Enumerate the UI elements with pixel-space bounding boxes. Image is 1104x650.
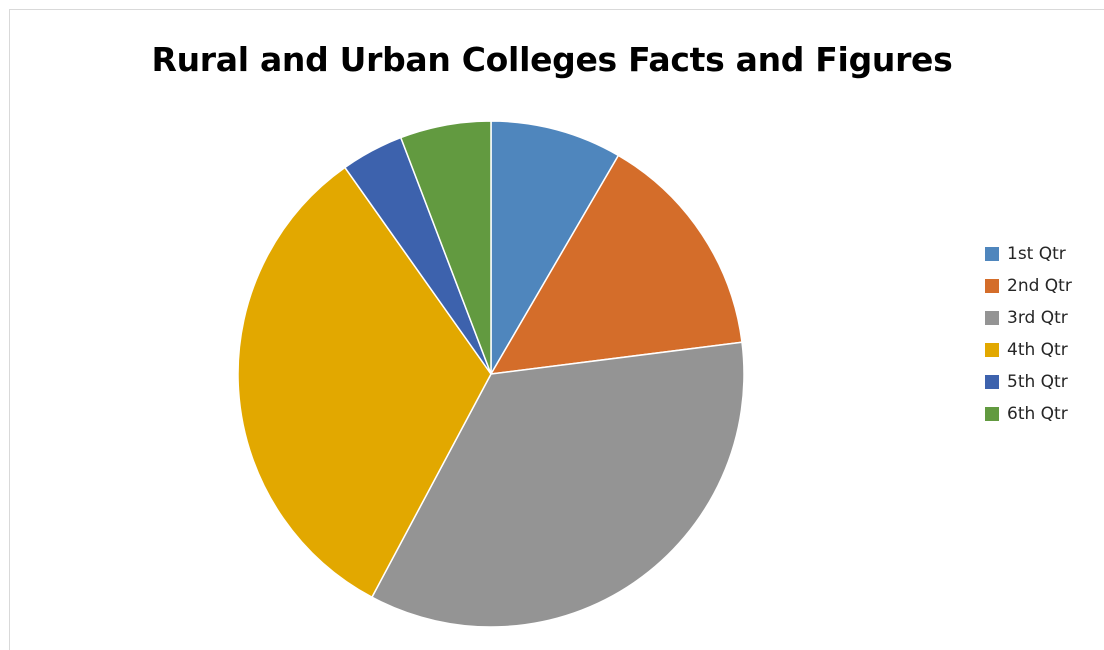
legend-label: 3rd Qtr xyxy=(1007,308,1068,328)
legend-item-2: 2nd Qtr xyxy=(985,270,1072,302)
legend-swatch xyxy=(985,279,999,293)
legend-swatch xyxy=(985,247,999,261)
pie-slices xyxy=(238,121,744,627)
legend-item-5: 5th Qtr xyxy=(985,366,1072,398)
legend-swatch xyxy=(985,407,999,421)
legend-item-4: 4th Qtr xyxy=(985,334,1072,366)
legend-label: 4th Qtr xyxy=(1007,340,1068,360)
legend-swatch xyxy=(985,343,999,357)
chart-legend: 1st Qtr 2nd Qtr 3rd Qtr 4th Qtr 5th Qtr 6th Q… xyxy=(985,238,1072,430)
legend-label: 5th Qtr xyxy=(1007,372,1068,392)
legend-swatch xyxy=(985,375,999,389)
legend-item-1: 1st Qtr xyxy=(985,238,1072,270)
legend-item-3: 3rd Qtr xyxy=(985,302,1072,334)
legend-label: 6th Qtr xyxy=(1007,404,1068,424)
legend-swatch xyxy=(985,311,999,325)
legend-item-6: 6th Qtr xyxy=(985,398,1072,430)
legend-label: 1st Qtr xyxy=(1007,244,1066,264)
legend-label: 2nd Qtr xyxy=(1007,276,1072,296)
